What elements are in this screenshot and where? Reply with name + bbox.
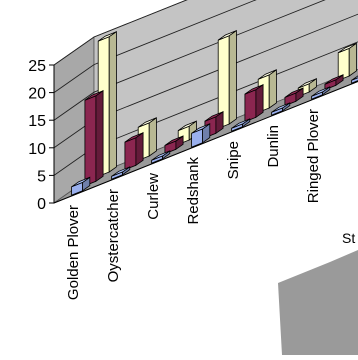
bar-front bbox=[351, 77, 358, 84]
bar-top bbox=[324, 74, 344, 85]
bar-side bbox=[108, 30, 117, 173]
bar-top bbox=[351, 75, 358, 81]
bar bbox=[191, 123, 211, 148]
bar bbox=[311, 86, 331, 100]
bar bbox=[71, 176, 91, 196]
bar-top bbox=[284, 87, 304, 98]
bar-top bbox=[204, 111, 224, 122]
cropped-category-label: St bbox=[342, 230, 355, 246]
gridline bbox=[53, 0, 188, 66]
bar-top bbox=[177, 120, 197, 131]
bar-top bbox=[164, 135, 184, 146]
y-tick-label: 5 bbox=[37, 168, 46, 185]
bar bbox=[217, 29, 237, 129]
bar-top bbox=[191, 123, 211, 134]
bar-top bbox=[297, 78, 317, 89]
bar bbox=[151, 150, 171, 164]
bar bbox=[351, 75, 358, 84]
bar-top bbox=[71, 176, 91, 188]
bar-side bbox=[228, 29, 237, 125]
x-axis bbox=[53, 80, 358, 204]
bar-side bbox=[95, 89, 104, 183]
x-category-label: Dunlin bbox=[265, 125, 282, 168]
bar bbox=[164, 135, 184, 155]
bar-top bbox=[337, 42, 357, 54]
bar-top bbox=[97, 31, 117, 42]
x-category-label: Curlew bbox=[145, 173, 162, 220]
bar-top bbox=[271, 102, 291, 113]
bar-top bbox=[111, 166, 131, 177]
bar bbox=[324, 74, 344, 91]
bar-front bbox=[244, 89, 257, 123]
bar-top bbox=[84, 90, 104, 101]
bar-top bbox=[151, 150, 171, 161]
gridline bbox=[53, 0, 257, 93]
bar bbox=[124, 131, 144, 171]
bar bbox=[111, 166, 131, 180]
x-category-label: Golden Plover bbox=[65, 205, 82, 300]
bar-top bbox=[137, 117, 157, 128]
bar-top bbox=[124, 132, 144, 143]
bar-top bbox=[257, 69, 277, 80]
bar bbox=[284, 87, 304, 107]
bar bbox=[231, 118, 251, 132]
bar bbox=[97, 30, 117, 177]
bar bbox=[84, 89, 104, 187]
overlapping-panel bbox=[278, 250, 358, 355]
bar-top bbox=[217, 30, 237, 41]
bar-side bbox=[348, 42, 357, 77]
y-tick-label: 15 bbox=[28, 113, 46, 130]
bar-side bbox=[255, 83, 264, 119]
bar-front bbox=[124, 137, 137, 171]
x-category-label: Snipe bbox=[225, 141, 242, 179]
x-category-label: Redshank bbox=[185, 157, 202, 225]
bar-side bbox=[148, 117, 157, 157]
bar bbox=[137, 117, 157, 161]
y-tick-label: 20 bbox=[28, 86, 46, 103]
y-tick-label: 10 bbox=[28, 141, 46, 158]
x-category-label: Oystercatcher bbox=[105, 189, 122, 282]
x-category-label: Ringed Plover bbox=[305, 109, 322, 203]
bar bbox=[337, 42, 357, 81]
bar-side bbox=[268, 69, 277, 109]
bar bbox=[271, 102, 291, 116]
bar-front bbox=[84, 95, 97, 187]
bar-side bbox=[135, 131, 144, 167]
gridline bbox=[53, 0, 326, 121]
y-tick-label: 25 bbox=[28, 58, 46, 75]
bar-front bbox=[337, 47, 350, 81]
bar-top bbox=[311, 86, 331, 97]
bar-top bbox=[244, 84, 264, 95]
bar bbox=[244, 83, 264, 123]
bar-top bbox=[231, 118, 251, 129]
y-tick-label: 0 bbox=[37, 196, 46, 213]
